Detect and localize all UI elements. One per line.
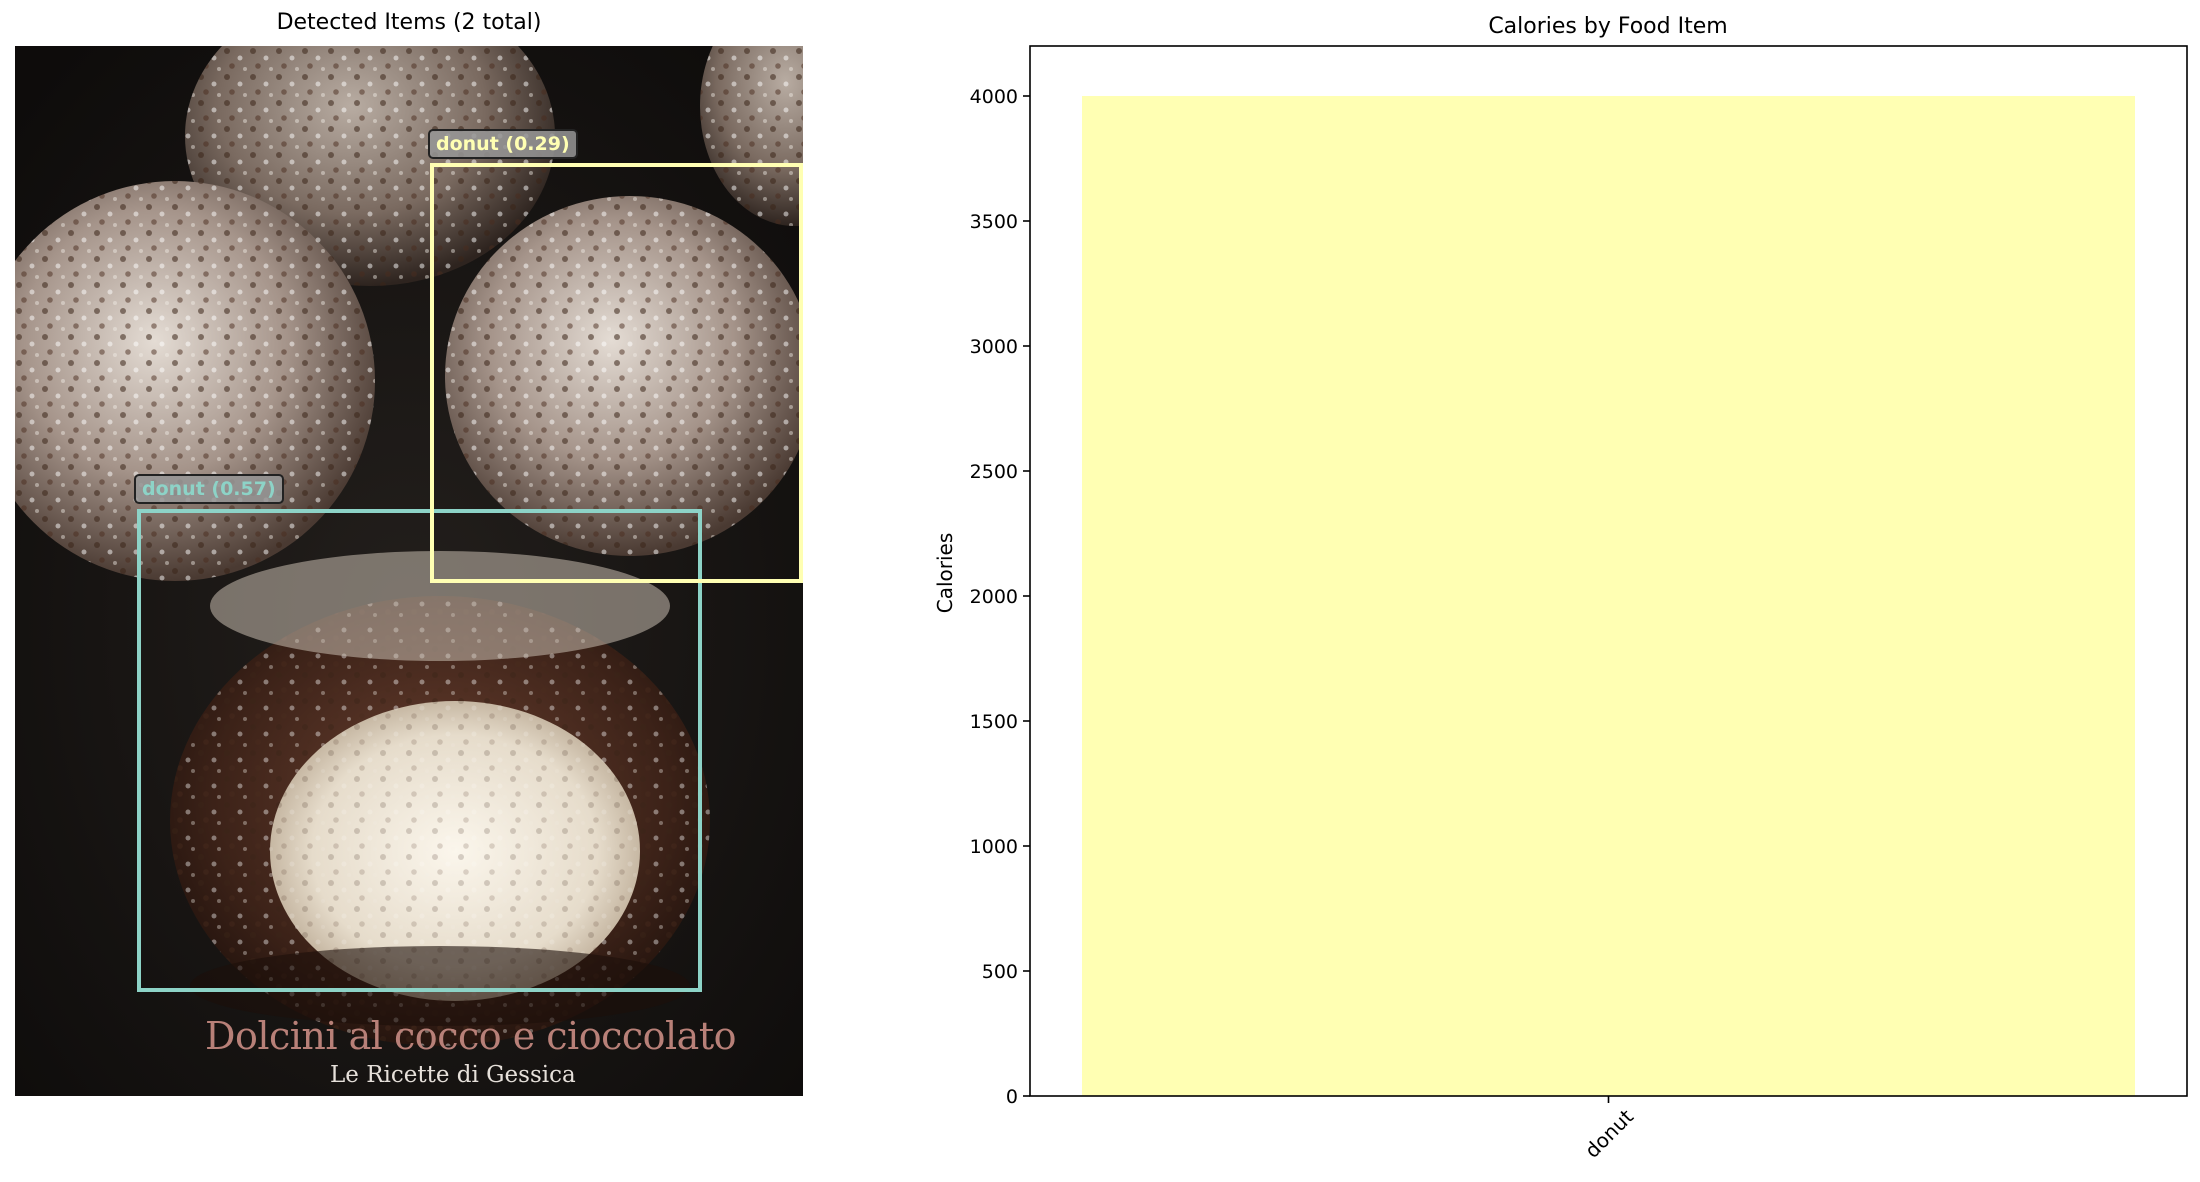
food-photo-illustration (15, 46, 803, 1096)
y-tick-label-2000: 2000 (970, 586, 1018, 608)
photo-caption-title: Dolcini al cocco e cioccolato (205, 1014, 737, 1058)
detection-label-2: donut (0.29) (428, 129, 578, 159)
y-tick-label-2500: 2500 (970, 461, 1018, 483)
photo-caption-subtitle: Le Ricette di Gessica (330, 1062, 576, 1088)
y-tick-label-0: 0 (1006, 1086, 1018, 1108)
y-tick-label-1500: 1500 (970, 711, 1018, 733)
y-tick-label-4000: 4000 (970, 86, 1018, 108)
y-axis-label: Calories (933, 533, 957, 614)
x-tick-label-donut: donut (1580, 1104, 1638, 1162)
bar-donut (1082, 96, 2135, 1096)
plot-frame (1029, 45, 2188, 1097)
chart-title: Calories by Food Item (1488, 14, 1727, 39)
y-tick-label-3000: 3000 (970, 336, 1018, 358)
detection-box-1[interactable] (137, 509, 702, 992)
food-photo: donut (0.57) donut (0.29) Dolcini al coc… (15, 46, 803, 1096)
y-tick-label-1000: 1000 (970, 836, 1018, 858)
y-tick-label-500: 500 (982, 961, 1018, 983)
detection-label-1: donut (0.57) (134, 474, 284, 504)
detection-panel-title: Detected Items (2 total) (276, 10, 542, 35)
detection-box-2[interactable] (430, 163, 803, 583)
y-tick-label-3500: 3500 (970, 211, 1018, 233)
